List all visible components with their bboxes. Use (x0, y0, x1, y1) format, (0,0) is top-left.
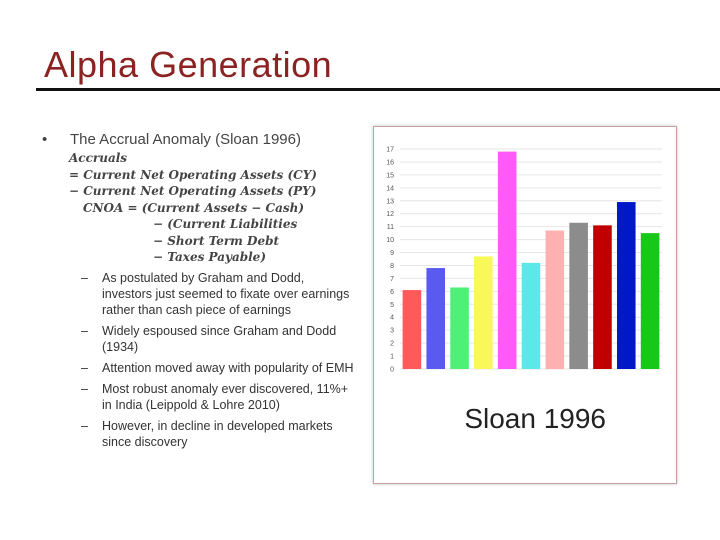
slide-content: • The Accrual Anomaly (Sloan 1996) Accru… (36, 130, 356, 455)
bullet-dot-icon: • (42, 131, 48, 148)
formula-line: CNOA = (Current Assets − Cash) (83, 200, 305, 215)
formula-line: = Current Net Operating Assets (CY) (69, 167, 317, 182)
sub-bullet: – As postulated by Graham and Dodd, inve… (36, 270, 356, 318)
bar (402, 290, 422, 369)
accruals-formula: Accruals = Current Net Operating Assets … (36, 150, 356, 266)
formula-line: − Current Net Operating Assets (PY) (69, 184, 317, 198)
bar (474, 256, 493, 369)
y-tick-label: 8 (390, 263, 394, 270)
chart-frame: 0 1 2 3 4 5 6 7 8 9 10 11 12 13 14 15 16 17 Sloan 1996 (373, 126, 677, 484)
sub-bullet-text: Attention moved away with popularity of … (102, 360, 354, 375)
dash-icon: – (81, 381, 88, 396)
slide-title: Alpha Generation (44, 44, 333, 85)
y-tick-label: 1 (390, 354, 394, 361)
sub-bullet: – Widely espoused since Graham and Dodd … (36, 323, 356, 355)
sub-bullet-text: Widely espoused since Graham and Dodd (1… (102, 323, 337, 354)
bar (426, 268, 446, 369)
y-tick-label: 15 (386, 172, 394, 179)
sub-bullet: – Attention moved away with popularity o… (36, 360, 356, 376)
y-tick-label: 7 (390, 276, 394, 283)
y-tick-label: 16 (386, 159, 394, 166)
y-tick-label: 9 (390, 250, 394, 257)
sub-bullet-list: – As postulated by Graham and Dodd, inve… (36, 270, 356, 450)
dash-icon: – (81, 323, 88, 338)
y-tick-label: 14 (386, 185, 394, 192)
y-tick-label: 13 (386, 198, 394, 205)
bar (640, 233, 660, 369)
y-tick-label: 4 (390, 315, 394, 322)
bar (616, 202, 636, 369)
bar (497, 151, 517, 369)
y-tick-label: 0 (390, 367, 394, 374)
bar (545, 230, 565, 369)
sub-bullet-text: However, in decline in developed markets… (102, 418, 333, 449)
dash-icon: – (81, 270, 88, 285)
chart-caption: Sloan 1996 (464, 403, 606, 434)
y-tick-label: 5 (390, 302, 394, 309)
y-tick-label: 6 (390, 289, 394, 296)
formula-line: Accruals (69, 151, 128, 165)
bar (569, 222, 588, 369)
y-tick-label: 3 (390, 328, 394, 335)
formula-line: − Taxes Payable) (153, 250, 266, 264)
sub-bullet-text: As postulated by Graham and Dodd, invest… (102, 270, 350, 317)
sub-bullet: – However, in decline in developed marke… (36, 418, 356, 450)
formula-line: − Short Term Debt (153, 233, 280, 248)
sub-bullet-text: Most robust anomaly ever discovered, 11%… (102, 381, 349, 412)
y-tick-label: 10 (386, 237, 394, 244)
y-tick-label: 2 (390, 341, 394, 348)
bar (450, 287, 469, 369)
bar (593, 225, 612, 369)
y-tick-label: 17 (386, 147, 394, 154)
bar (521, 262, 541, 369)
sub-bullet: – Most robust anomaly ever discovered, 1… (36, 381, 356, 413)
main-bullet: • The Accrual Anomaly (Sloan 1996) (36, 130, 356, 150)
main-bullet-text: The Accrual Anomaly (Sloan 1996) (70, 131, 301, 148)
dash-icon: – (81, 360, 88, 375)
y-tick-label: 11 (387, 224, 394, 231)
title-underline (36, 88, 720, 91)
y-tick-label: 12 (386, 211, 394, 218)
dash-icon: – (81, 418, 88, 433)
formula-line: − (Current Liabilities (153, 217, 298, 231)
